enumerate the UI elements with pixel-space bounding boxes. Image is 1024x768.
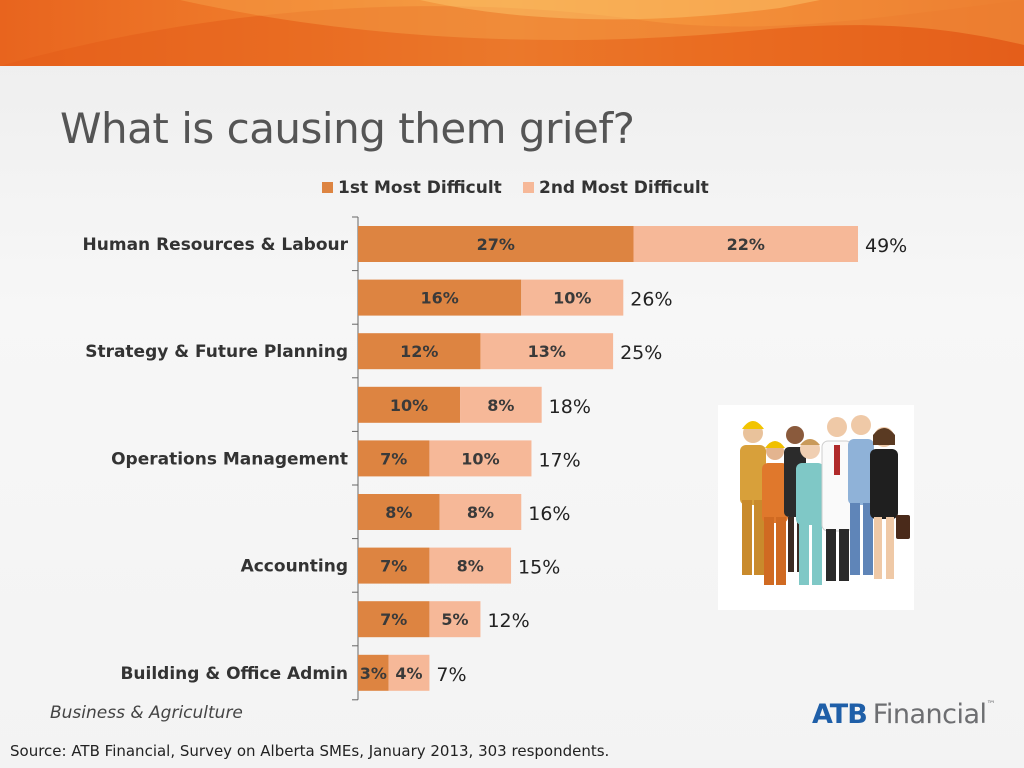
- total-label: 7%: [436, 664, 466, 686]
- bar-series-2: [633, 226, 858, 262]
- bar-series-1: [358, 386, 461, 423]
- data-label-series-2: 10%: [461, 449, 499, 468]
- total-label: 49%: [865, 235, 907, 257]
- total-label: 26%: [630, 289, 672, 311]
- band-swoosh-graphic: [0, 0, 1024, 66]
- data-label-series-1: 16%: [420, 289, 458, 308]
- logo-financial-text: Financial: [872, 698, 987, 730]
- workers-group-illustration: [740, 415, 910, 585]
- data-label-series-2: 4%: [395, 664, 422, 683]
- data-label-series-2: 8%: [457, 557, 484, 576]
- bar-series-2: [429, 440, 532, 477]
- data-label-series-1: 27%: [477, 235, 515, 254]
- bar-series-2: [388, 654, 430, 691]
- legend-label-series-2: 2nd Most Difficult: [539, 178, 709, 198]
- category-label: Human Resources & Labour: [83, 235, 349, 255]
- logo-trademark: ™: [986, 700, 996, 710]
- data-label-series-2: 22%: [727, 235, 765, 254]
- total-label: 15%: [518, 557, 560, 579]
- bar-series-1: [358, 333, 481, 370]
- data-label-series-2: 13%: [528, 342, 566, 361]
- bar-series-1: [358, 494, 440, 530]
- workers-group-photo: [718, 405, 914, 610]
- legend-swatch-series-1: [322, 182, 333, 193]
- data-label-series-1: 12%: [400, 342, 438, 361]
- bar-series-1: [358, 654, 389, 691]
- data-label-series-1: 10%: [390, 396, 428, 415]
- data-label-series-2: 5%: [441, 610, 468, 629]
- data-label-series-1: 8%: [385, 503, 412, 522]
- category-label: Building & Office Admin: [120, 664, 348, 684]
- data-label-series-1: 3%: [360, 664, 387, 683]
- data-label-series-2: 10%: [553, 289, 591, 308]
- bar-series-2: [429, 547, 512, 584]
- total-label: 17%: [538, 449, 580, 471]
- footer-division-label: Business & Agriculture: [50, 703, 243, 723]
- legend-swatch-series-2: [523, 182, 534, 193]
- legend-label-series-1: 1st Most Difficult: [338, 178, 502, 198]
- bar-series-1: [358, 547, 430, 584]
- bar-series-2: [480, 333, 614, 370]
- category-label: Operations Management: [111, 449, 348, 469]
- data-label-series-1: 7%: [380, 610, 407, 629]
- category-label: Strategy & Future Planning: [85, 342, 348, 362]
- slide-title: What is causing them grief?: [60, 104, 635, 153]
- bar-series-1: [358, 279, 522, 316]
- total-label: 25%: [620, 342, 662, 364]
- bar-series-2: [460, 386, 542, 423]
- bar-series-2: [521, 279, 624, 316]
- data-label-series-1: 7%: [380, 557, 407, 576]
- total-label: 18%: [549, 396, 591, 418]
- total-label: 16%: [528, 503, 570, 525]
- bar-series-2: [429, 601, 481, 638]
- data-label-series-1: 7%: [380, 449, 407, 468]
- stacked-bar-chart: 1st Most Difficult 2nd Most Difficult 27% 2…: [83, 178, 907, 701]
- source-note: Source: ATB Financial, Survey on Alberta…: [10, 742, 610, 760]
- bar-series-1: [358, 440, 430, 477]
- data-label-series-2: 8%: [467, 503, 494, 522]
- logo-atb-text: ATB: [812, 698, 868, 730]
- data-label-series-2: 8%: [487, 396, 514, 415]
- category-label: Accounting: [241, 557, 348, 577]
- bar-series-1: [358, 226, 634, 262]
- total-label: 12%: [487, 610, 529, 632]
- top-decorative-band: [0, 0, 1024, 66]
- bar-series-2: [439, 494, 522, 530]
- bar-series-1: [358, 601, 430, 638]
- atb-financial-logo: ATB Financial ™: [812, 694, 996, 734]
